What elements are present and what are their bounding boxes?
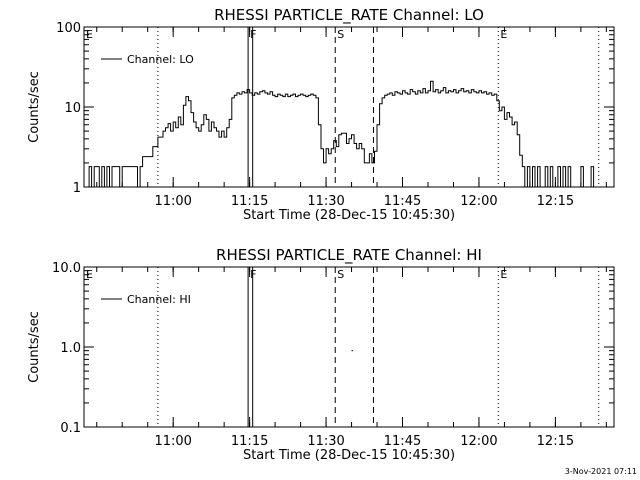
legend-label: Channel: LO <box>127 53 194 66</box>
x-tick-label: 11:45 <box>384 434 421 449</box>
x-tick-label: 11:15 <box>231 434 268 449</box>
time-marker-label: E <box>500 268 507 281</box>
y-tick-label: 0.1 <box>60 421 81 436</box>
x-tick-label: 11:45 <box>384 194 421 209</box>
x-tick-label: 11:30 <box>307 434 344 449</box>
x-tick-label: 12:00 <box>460 434 497 449</box>
time-marker-label: S <box>337 268 344 281</box>
time-marker-label: E <box>86 268 93 281</box>
time-marker-label: S <box>337 28 344 41</box>
hi-channel-panel: RHESSI PARTICLE_RATE Channel: HI Counts/s… <box>27 246 615 463</box>
y-tick-label: 100 <box>56 21 81 36</box>
series-line <box>86 80 595 188</box>
y-tick-label: 10 <box>64 101 81 116</box>
y-axis-label: Counts/sec <box>27 311 42 383</box>
plot-frame <box>83 266 615 428</box>
lo-channel-panel: RHESSI PARTICLE_RATE Channel: LO Counts/s… <box>27 6 615 223</box>
x-tick-label: 12:15 <box>537 194 574 209</box>
chart-title: RHESSI PARTICLE_RATE Channel: LO <box>214 6 484 25</box>
plot-frame <box>83 26 615 188</box>
x-axis-label: Start Time (28-Dec-15 10:45:30) <box>243 448 455 463</box>
x-tick-label: 11:30 <box>307 194 344 209</box>
chart-title: RHESSI PARTICLE_RATE Channel: HI <box>216 246 482 265</box>
x-tick-label: 12:15 <box>537 434 574 449</box>
legend-label: Channel: HI <box>127 293 191 306</box>
y-tick-label: 1.0 <box>60 341 81 356</box>
y-tick-label: 10.0 <box>52 261 81 276</box>
x-axis-label: Start Time (28-Dec-15 10:45:30) <box>243 208 455 223</box>
x-tick-label: 11:00 <box>154 194 191 209</box>
x-tick-label: 12:00 <box>460 194 497 209</box>
y-tick-label: 1 <box>73 181 81 196</box>
x-tick-label: 11:00 <box>154 434 191 449</box>
time-marker-label: E <box>500 28 507 41</box>
x-tick-label: 11:15 <box>231 194 268 209</box>
time-marker-label: E <box>86 28 93 41</box>
footer-timestamp: 3-Nov-2021 07:11 <box>565 467 637 476</box>
time-marker-label: F <box>250 28 256 41</box>
time-marker-label: F <box>250 268 256 281</box>
y-axis-label: Counts/sec <box>27 71 42 143</box>
